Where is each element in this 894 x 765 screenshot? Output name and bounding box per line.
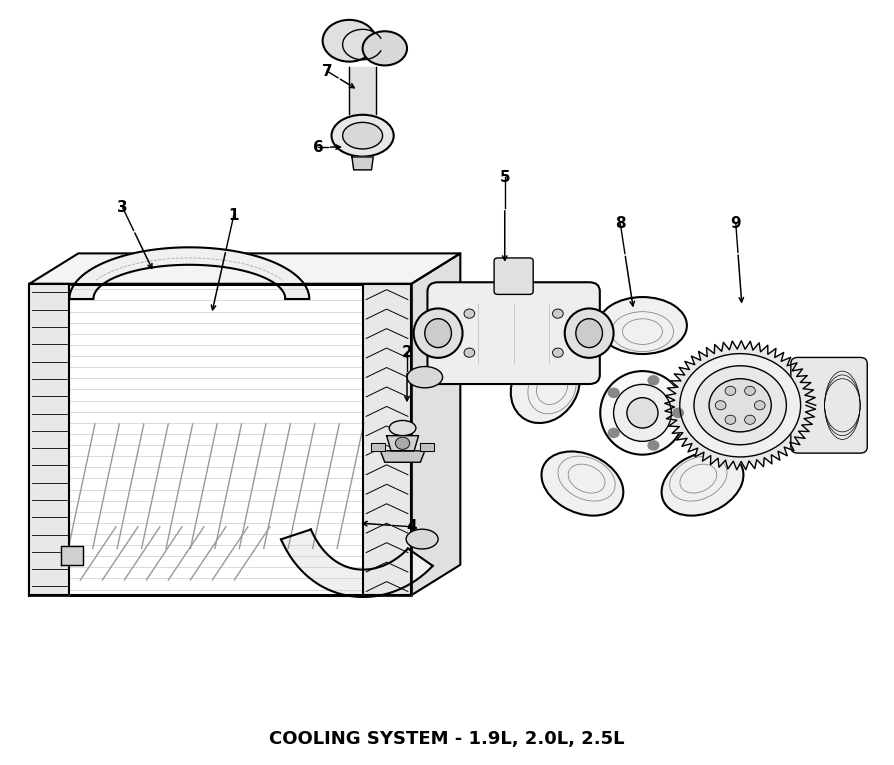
Circle shape (694, 366, 787, 444)
Text: COOLING SYSTEM - 1.9L, 2.0L, 2.5L: COOLING SYSTEM - 1.9L, 2.0L, 2.5L (269, 731, 625, 748)
Circle shape (464, 348, 475, 357)
Ellipse shape (510, 349, 580, 423)
Ellipse shape (414, 308, 462, 358)
Ellipse shape (598, 297, 687, 354)
Text: 9: 9 (730, 216, 741, 230)
Circle shape (672, 409, 683, 418)
Circle shape (725, 415, 736, 425)
Text: 3: 3 (117, 200, 128, 215)
Polygon shape (386, 435, 418, 451)
Polygon shape (70, 247, 309, 299)
Ellipse shape (542, 451, 623, 516)
FancyBboxPatch shape (494, 258, 533, 295)
Polygon shape (281, 529, 433, 597)
Ellipse shape (627, 398, 658, 428)
Ellipse shape (342, 122, 383, 149)
Circle shape (715, 401, 726, 410)
Ellipse shape (613, 384, 671, 441)
Circle shape (709, 379, 772, 432)
FancyBboxPatch shape (427, 282, 600, 384)
Circle shape (464, 309, 475, 318)
Polygon shape (30, 253, 460, 284)
Text: 2: 2 (401, 344, 412, 360)
Text: 5: 5 (500, 170, 510, 185)
Polygon shape (665, 340, 815, 470)
Polygon shape (30, 284, 70, 595)
Ellipse shape (425, 319, 451, 347)
Polygon shape (350, 67, 375, 115)
Circle shape (648, 376, 659, 385)
Ellipse shape (323, 20, 375, 62)
Polygon shape (363, 284, 411, 595)
Ellipse shape (389, 421, 416, 435)
Circle shape (609, 388, 619, 397)
Text: 8: 8 (615, 216, 626, 230)
Text: 1: 1 (229, 208, 239, 223)
Circle shape (745, 415, 755, 425)
Polygon shape (352, 157, 374, 170)
Circle shape (609, 428, 619, 438)
Ellipse shape (600, 371, 685, 454)
Ellipse shape (565, 308, 613, 358)
Circle shape (755, 401, 765, 410)
Text: 6: 6 (313, 139, 324, 155)
Circle shape (725, 386, 736, 396)
Polygon shape (380, 451, 425, 462)
Ellipse shape (363, 31, 407, 66)
Ellipse shape (705, 349, 774, 423)
Polygon shape (61, 545, 83, 565)
Ellipse shape (662, 451, 744, 516)
Circle shape (395, 437, 409, 449)
Polygon shape (372, 443, 384, 451)
Circle shape (552, 348, 563, 357)
Circle shape (745, 386, 755, 396)
Text: 4: 4 (406, 519, 417, 534)
Circle shape (648, 441, 659, 450)
Ellipse shape (332, 115, 393, 157)
Circle shape (552, 309, 563, 318)
Polygon shape (30, 284, 411, 595)
Ellipse shape (576, 319, 603, 347)
Circle shape (679, 353, 801, 457)
Ellipse shape (406, 529, 438, 549)
Text: 7: 7 (322, 63, 333, 79)
Ellipse shape (407, 366, 443, 388)
FancyBboxPatch shape (791, 357, 867, 453)
Polygon shape (420, 443, 434, 451)
Polygon shape (411, 253, 460, 595)
